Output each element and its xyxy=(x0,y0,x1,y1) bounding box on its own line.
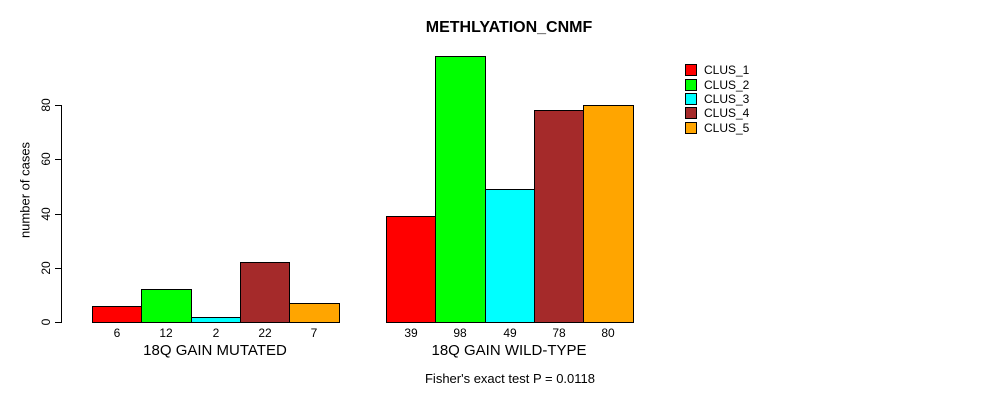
bar-value-label-clus_1-group1: 6 xyxy=(113,326,121,340)
legend-swatch-clus_4 xyxy=(685,107,697,120)
bar-value-label-clus_5-group1: 7 xyxy=(310,326,318,340)
y-tick-mark-80 xyxy=(55,105,61,106)
bar-clus_4-group2 xyxy=(534,110,584,323)
y-tick-mark-0 xyxy=(55,322,61,323)
bar-clus_3-group2 xyxy=(485,189,535,323)
group-label-1: 18Q GAIN MUTATED xyxy=(143,342,287,359)
group-label-2: 18Q GAIN WILD-TYPE xyxy=(431,342,587,359)
bar-value-label-clus_2-group2: 98 xyxy=(453,326,467,340)
bar-value-label-clus_1-group2: 39 xyxy=(404,326,418,340)
y-tick-mark-60 xyxy=(55,159,61,160)
bar-clus_2-group1 xyxy=(141,289,192,323)
legend-item-clus_4: CLUS_4 xyxy=(685,106,749,120)
legend-swatch-clus_2 xyxy=(685,78,697,91)
y-tick-label-40: 40 xyxy=(39,207,53,221)
legend-label-clus_2: CLUS_2 xyxy=(704,77,750,92)
caption-fisher-test: Fisher's exact test P = 0.0118 xyxy=(424,371,596,386)
legend-item-clus_2: CLUS_2 xyxy=(685,77,750,92)
bar-value-label-clus_3-group1: 2 xyxy=(212,326,220,340)
y-tick-mark-40 xyxy=(55,214,61,215)
bar-value-label-clus_4-group2: 78 xyxy=(552,326,566,340)
y-tick-label-80: 80 xyxy=(39,98,53,112)
legend-swatch-clus_3 xyxy=(685,92,697,105)
legend-item-clus_5: CLUS_5 xyxy=(685,121,749,135)
legend-label-clus_1: CLUS_1 xyxy=(704,63,750,78)
legend-swatch-clus_1 xyxy=(685,64,697,77)
bar-clus_3-group1 xyxy=(191,317,241,323)
bar-value-label-clus_4-group1: 22 xyxy=(258,326,272,340)
bar-clus_4-group1 xyxy=(240,262,290,323)
bar-clus_5-group1 xyxy=(289,303,340,323)
legend: CLUS_1 CLUS_2 CLUS_3 CLUS_4 CLUS_5 xyxy=(685,63,749,135)
bar-value-label-clus_3-group2: 49 xyxy=(503,326,517,340)
bar-clus_1-group2 xyxy=(386,216,436,323)
y-tick-label-20: 20 xyxy=(39,261,53,275)
bar-value-label-clus_2-group1: 12 xyxy=(159,326,173,340)
legend-swatch-clus_5 xyxy=(685,121,697,134)
y-axis-label: number of cases xyxy=(17,141,33,239)
bar-clus_1-group1 xyxy=(92,306,142,323)
bar-clus_2-group2 xyxy=(435,56,486,323)
legend-item-clus_1: CLUS_1 xyxy=(685,63,749,77)
legend-item-clus_3: CLUS_3 xyxy=(685,92,749,106)
chart-title: METHLYATION_CNMF xyxy=(425,19,593,36)
bar-clus_5-group2 xyxy=(583,105,634,323)
y-tick-label-0: 0 xyxy=(39,318,53,326)
bar-value-label-clus_5-group2: 80 xyxy=(601,326,615,340)
y-axis-line xyxy=(61,105,62,323)
y-tick-mark-20 xyxy=(55,268,61,269)
y-tick-label-60: 60 xyxy=(39,152,53,166)
legend-label-clus_4: CLUS_4 xyxy=(704,106,750,121)
legend-label-clus_3: CLUS_3 xyxy=(704,91,750,106)
legend-label-clus_5: CLUS_5 xyxy=(704,120,750,135)
